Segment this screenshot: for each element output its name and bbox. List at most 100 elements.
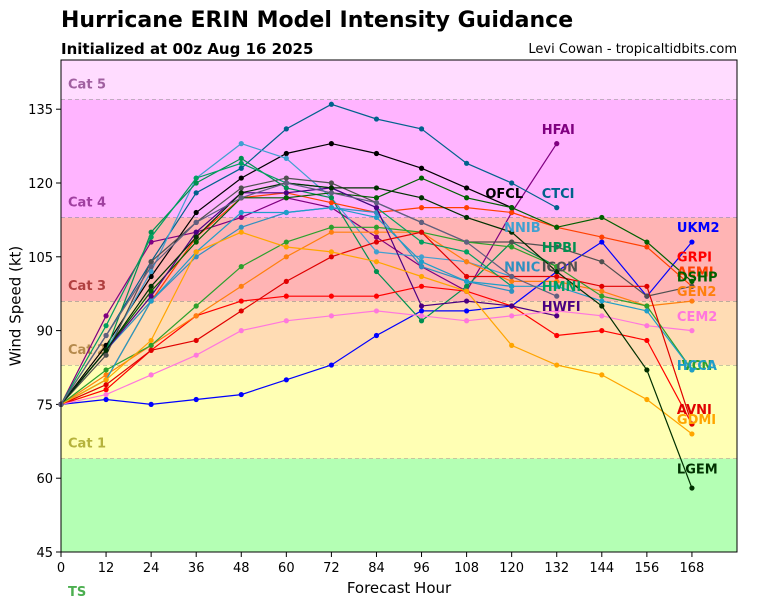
series-point-gen2 [689, 298, 695, 304]
series-point-grpi [599, 328, 605, 334]
series-point-ukm2 [193, 396, 199, 403]
series-point-gdmi [328, 249, 334, 255]
series-point-cem2 [238, 328, 244, 334]
band-label-ts: TS [68, 585, 86, 600]
series-point-avni [418, 229, 425, 235]
series-point-hmni [418, 239, 425, 245]
series-point-ofcl [148, 273, 154, 280]
series-point-hpbi [148, 229, 154, 235]
series-point-ofcl [193, 209, 199, 216]
series-point-icon [103, 352, 109, 358]
series-label-nnic: NNIC [504, 261, 540, 276]
series-point-dshp [599, 214, 605, 221]
series-label-nnib: NNIB [504, 221, 541, 236]
series-point-icon [148, 259, 154, 265]
series-point-avni [283, 278, 289, 284]
series-point-gen2 [328, 229, 334, 235]
series-point-ukm2 [328, 362, 334, 368]
series-point-lgem [554, 268, 560, 275]
series-point-gen2 [554, 278, 560, 284]
x-tick-label: 48 [233, 561, 250, 576]
series-point-cem2 [644, 323, 650, 329]
y-tick-label: 90 [36, 325, 53, 340]
band-label-cat-4: Cat 4 [68, 195, 106, 210]
series-point-lgem [418, 195, 425, 201]
band-cat-2 [61, 301, 737, 366]
band-cat-3 [61, 217, 737, 302]
series-point-hcca [599, 298, 605, 304]
series-point-avni [373, 239, 380, 245]
series-point-gfs2 [373, 200, 380, 206]
series-point-cem2 [283, 318, 289, 324]
series-point-aemi [418, 205, 425, 211]
series-label-ctci: CTCI [542, 187, 575, 202]
x-tick-label: 72 [323, 561, 340, 576]
series-point-ivcn [554, 264, 560, 270]
series-point-gfs2 [283, 180, 289, 186]
y-tick-label: 75 [36, 398, 53, 413]
series-point-ofcl [283, 150, 289, 157]
series-point-ivcn [283, 239, 289, 245]
series-point-hcca [148, 298, 154, 304]
series-point-hcca [644, 308, 650, 314]
series-point-grpi [373, 293, 380, 299]
series-label-hmni: HMNI [542, 280, 582, 295]
series-point-ctci [373, 116, 380, 122]
series-line-hwfi [60, 187, 557, 405]
series-point-ctci [193, 190, 199, 196]
y-tick-label: 135 [28, 103, 53, 118]
series-label-gen2: GEN2 [677, 285, 716, 300]
series-point-avni [193, 337, 199, 344]
x-tick-label: 144 [589, 561, 614, 576]
series-point-grpi [418, 283, 425, 289]
page-title: Hurricane ERIN Model Intensity Guidance [61, 8, 574, 33]
series-point-ofcl [464, 185, 470, 191]
band-label-cat-2: Cat 2 [68, 343, 106, 358]
series-point-gdmi [464, 288, 470, 294]
series-point-hwfi [464, 298, 470, 304]
series-point-icon [689, 283, 695, 289]
series-point-cem2 [373, 308, 380, 314]
y-tick-label: 105 [28, 251, 53, 266]
series-label-ivcn: IVCN [677, 359, 712, 374]
series-point-avni [644, 283, 650, 289]
series-point-ukm2 [689, 239, 695, 245]
series-point-hcca [328, 205, 334, 211]
series-point-hmni [238, 160, 244, 166]
series-point-ivcn [328, 224, 334, 230]
series-point-gdmi [599, 372, 605, 378]
series-line-ctci [60, 103, 557, 405]
series-point-hwfi [193, 229, 199, 235]
series-point-ctci [328, 101, 334, 107]
series-point-grpi [328, 293, 334, 299]
series-point-dshp [193, 239, 199, 245]
band-cat-5 [61, 60, 737, 100]
series-point-hcca [283, 209, 289, 216]
series-point-gdmi [418, 273, 425, 280]
series-point-gdmi [373, 259, 380, 265]
series-label-hcca: HCCA [677, 359, 717, 374]
series-point-gfs2 [238, 195, 244, 201]
x-tick-label: 36 [188, 561, 205, 576]
series-point-lgem [328, 185, 334, 191]
series-point-hfai [103, 313, 109, 319]
series-point-dshp [689, 278, 695, 284]
series-point-ctci [283, 126, 289, 132]
series-point-gen2 [283, 254, 289, 260]
series-point-hwfi [148, 293, 154, 299]
series-point-hpbi [238, 155, 244, 161]
series-point-ctci [509, 180, 515, 186]
series-point-hpbi [283, 185, 289, 191]
x-tick-label: 132 [544, 561, 569, 576]
series-point-hpbi [328, 195, 334, 201]
series-point-hpbi [464, 283, 470, 289]
series-point-ivcn [193, 303, 199, 309]
series-point-aemi [599, 234, 605, 240]
series-point-ofcl [418, 165, 425, 171]
series-layer [58, 101, 695, 491]
series-label-grpi: GRPI [677, 251, 712, 266]
series-label-dshp: DSHP [677, 270, 718, 285]
init-subtitle: Initialized at 00z Aug 16 2025 [61, 40, 314, 58]
series-point-gdmi [103, 377, 109, 383]
x-tick-label: 60 [278, 561, 295, 576]
